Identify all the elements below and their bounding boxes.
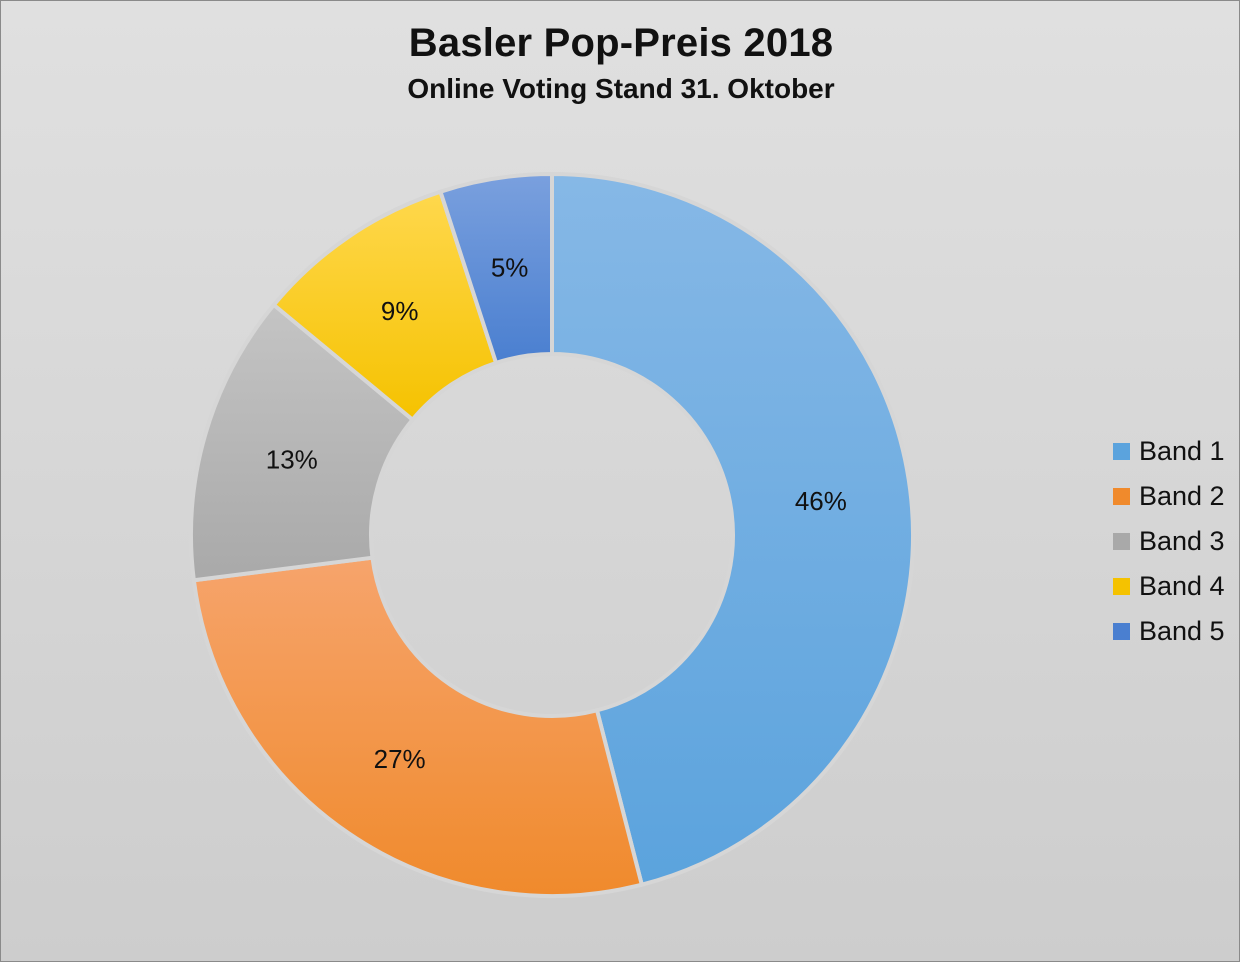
donut-slice-3 (189, 302, 416, 583)
legend-label-1: Band 1 (1139, 436, 1225, 466)
legend-swatch-3 (1113, 533, 1130, 550)
legend-item-2: Band 2 (1113, 474, 1225, 519)
legend-label-5: Band 5 (1139, 616, 1225, 646)
legend-item-1: Band 1 (1113, 429, 1225, 474)
legend: Band 1 Band 2 Band 3 Band 4 Band 5 (1113, 429, 1225, 654)
data-label-4: 9% (381, 296, 419, 326)
legend-label-3: Band 3 (1139, 526, 1225, 556)
legend-label-4: Band 4 (1139, 571, 1225, 601)
donut-slice-1 (550, 171, 915, 888)
legend-swatch-5 (1113, 623, 1130, 640)
legend-swatch-1 (1113, 443, 1130, 460)
chart-title: Basler Pop-Preis 2018 (408, 21, 834, 65)
data-labels: 46% 27% 13% 9% 5% (266, 252, 847, 774)
legend-swatch-2 (1113, 488, 1130, 505)
donut-slice-2 (191, 555, 645, 898)
donut-slice-5 (437, 171, 554, 366)
legend-item-3: Band 3 (1113, 519, 1225, 564)
donut-slices (189, 171, 915, 898)
data-label-3: 13% (266, 444, 318, 474)
chart-subtitle: Online Voting Stand 31. Oktober (407, 73, 835, 104)
legend-item-5: Band 5 (1113, 609, 1225, 654)
legend-label-2: Band 2 (1139, 481, 1225, 511)
legend-item-4: Band 4 (1113, 564, 1225, 609)
legend-swatch-4 (1113, 578, 1130, 595)
data-label-2: 27% (374, 744, 426, 774)
data-label-1: 46% (795, 486, 847, 516)
data-label-5: 5% (491, 252, 529, 282)
